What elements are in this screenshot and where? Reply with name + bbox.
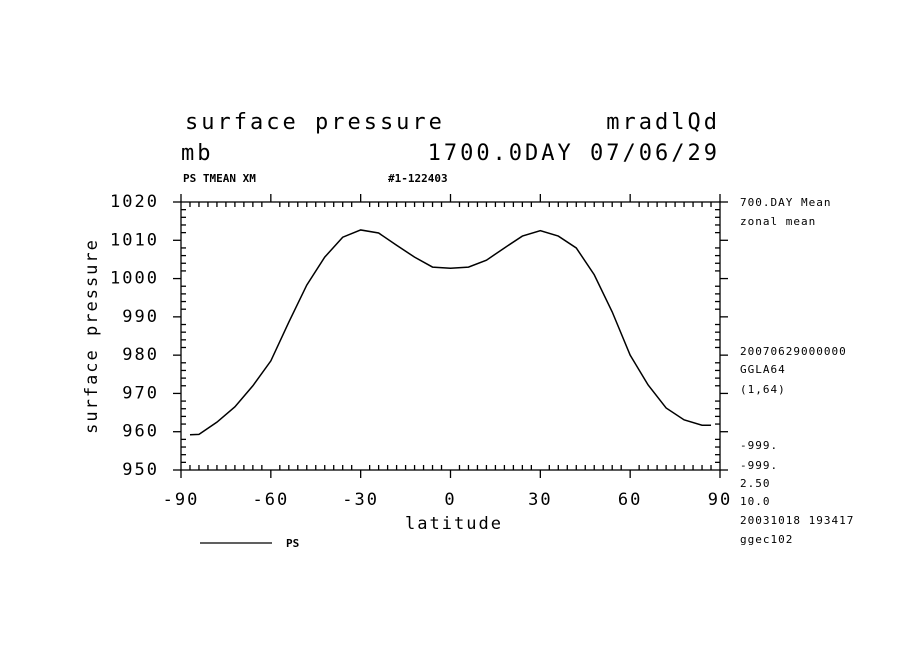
x-axis-label: latitude — [405, 514, 503, 534]
y-tick-label: 1020 — [110, 192, 159, 212]
chart-subtitle: mb — [181, 141, 214, 166]
chart-title-right: mradlQd — [606, 110, 720, 135]
side-label: 2.50 — [740, 477, 771, 490]
side-label: ggec102 — [740, 533, 793, 546]
x-tick-label: 90 — [708, 490, 732, 510]
y-tick-label: 990 — [122, 307, 159, 327]
data-line — [189, 229, 712, 436]
header-mid: #1-122403 — [388, 172, 448, 185]
x-tick-label: -60 — [252, 490, 289, 510]
side-label: -999. — [740, 439, 778, 452]
x-tick-label: 30 — [528, 490, 552, 510]
x-tick-label: 60 — [618, 490, 642, 510]
legend-label: PS — [286, 537, 299, 550]
side-label: zonal mean — [740, 215, 816, 228]
side-label: -999. — [740, 459, 778, 472]
side-label: 700.DAY Mean — [740, 196, 831, 209]
y-tick-label: 1000 — [110, 269, 159, 289]
side-label: 20070629000000 — [740, 345, 847, 358]
side-label: (1,64) — [740, 383, 786, 396]
y-tick-label: 960 — [122, 422, 159, 442]
chart-subtitle-right: 1700.0DAY 07/06/29 — [428, 141, 720, 166]
side-label: GGLA64 — [740, 363, 786, 376]
y-tick-label: 950 — [122, 460, 159, 480]
x-tick-label: -30 — [342, 490, 379, 510]
x-tick-label: 0 — [444, 490, 456, 510]
y-axis-label: surface pressure — [82, 238, 102, 434]
side-label: 20031018 193417 — [740, 514, 854, 527]
side-label: 10.0 — [740, 495, 771, 508]
y-tick-label: 1010 — [110, 230, 159, 250]
plot-frame — [180, 201, 721, 471]
chart-title: surface pressure — [185, 110, 445, 135]
y-tick-label: 980 — [122, 345, 159, 365]
header-left: PS TMEAN XM — [183, 172, 256, 185]
x-tick-label: -90 — [163, 490, 200, 510]
y-tick-label: 970 — [122, 383, 159, 403]
